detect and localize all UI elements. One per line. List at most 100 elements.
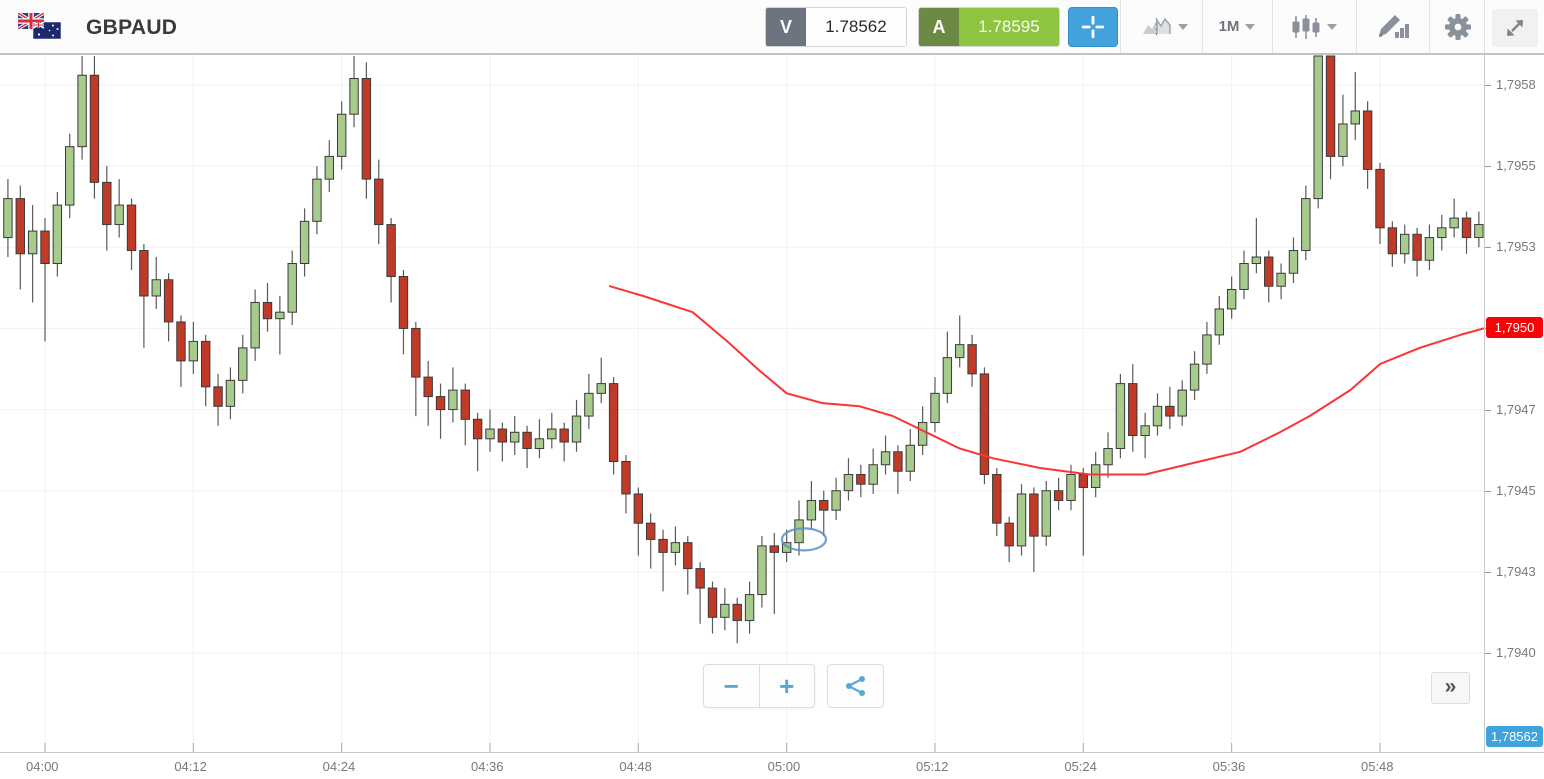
- candle-down: [411, 327, 421, 378]
- y-axis-tick: [1485, 490, 1491, 492]
- x-axis-label: 04:24: [322, 759, 356, 774]
- candle-up: [831, 490, 841, 511]
- candle-up: [1214, 308, 1224, 336]
- candle-up: [299, 220, 310, 265]
- candle-down: [15, 198, 25, 255]
- candle-down: [1165, 405, 1175, 417]
- chart-type-dropdown[interactable]: [1280, 0, 1348, 53]
- candle-up: [905, 444, 915, 472]
- candle-down: [893, 451, 903, 472]
- candle-down: [361, 78, 372, 180]
- share-button[interactable]: [827, 664, 884, 708]
- candle-up: [547, 428, 557, 440]
- y-axis-label: 1,7943: [1496, 563, 1536, 579]
- candle-down: [213, 386, 223, 407]
- candle-up: [1041, 490, 1051, 537]
- y-axis-tick: [1485, 571, 1491, 573]
- candle-up: [324, 155, 335, 180]
- candle-up: [448, 389, 458, 411]
- candle-up: [287, 263, 297, 313]
- candle-up: [584, 392, 594, 417]
- settings-button[interactable]: [1434, 0, 1482, 53]
- candle-down: [1078, 473, 1089, 488]
- toolbar-divider: [1202, 0, 1203, 53]
- candle-up: [534, 438, 545, 450]
- zoom-in-button[interactable]: +: [779, 671, 795, 701]
- zoom-out-button[interactable]: −: [723, 671, 739, 701]
- candle-up: [1202, 334, 1212, 365]
- chevron-down-icon: [1178, 23, 1188, 30]
- buy-tag: A: [919, 8, 959, 46]
- collapse-panel-button[interactable]: »: [1431, 672, 1470, 704]
- x-axis-label: 05:00: [767, 759, 801, 774]
- candle-up: [1226, 288, 1237, 310]
- candle-down: [1264, 256, 1274, 287]
- y-axis-tick: [1485, 247, 1491, 249]
- time-axis[interactable]: 04:00 04:12 04:24 04:36 04:48 05:00 05:12 05:24…: [0, 752, 1544, 779]
- candlestick-chart[interactable]: [0, 55, 1484, 752]
- candle-up: [151, 279, 161, 297]
- buy-price-button[interactable]: A 1.78595: [918, 7, 1060, 47]
- candle-up: [1066, 473, 1076, 501]
- candle-down: [522, 431, 532, 450]
- draw-tools-button[interactable]: [1362, 0, 1424, 53]
- candle-down: [1362, 110, 1373, 170]
- candle-up: [1400, 233, 1410, 255]
- compare-charts-icon: [1143, 17, 1171, 36]
- candle-down: [1375, 168, 1385, 229]
- candle-up: [1301, 198, 1311, 252]
- candle-up: [868, 464, 878, 485]
- crosshair-button[interactable]: [1068, 7, 1118, 47]
- symbol-title: GBPAUD: [86, 16, 178, 39]
- candle-down: [1053, 490, 1064, 501]
- candle-down: [472, 418, 483, 440]
- candle-down: [1029, 493, 1039, 537]
- candle-down: [633, 493, 644, 524]
- candle-up: [52, 204, 63, 265]
- candle-down: [435, 396, 446, 411]
- candle-up: [349, 78, 359, 115]
- ellipse-annotation[interactable]: [780, 527, 828, 552]
- x-axis-label: 05:12: [915, 759, 949, 774]
- candle-down: [398, 275, 409, 329]
- candle-down: [1004, 522, 1014, 547]
- candle-up: [744, 594, 755, 622]
- candle-down: [163, 279, 174, 323]
- compare-charts-dropdown[interactable]: [1128, 0, 1202, 53]
- buy-value: 1.78595: [959, 8, 1059, 46]
- candle-up: [238, 347, 248, 381]
- timeframe-dropdown[interactable]: 1M: [1208, 0, 1266, 53]
- candle-up: [1313, 55, 1323, 200]
- toolbar-divider: [1356, 0, 1357, 53]
- candle-up: [510, 431, 520, 443]
- x-axis-label: 04:36: [470, 759, 504, 774]
- price-axis[interactable]: 1,7950 1,78562 1,79581,79551,79531,79501…: [1484, 55, 1544, 752]
- candle-up: [336, 113, 347, 157]
- candle-down: [658, 538, 668, 553]
- fullscreen-button[interactable]: [1492, 9, 1538, 47]
- candle-up: [843, 473, 854, 492]
- candle-down: [695, 568, 705, 589]
- crosshair-icon: [1081, 15, 1105, 39]
- candle-down: [1325, 55, 1336, 157]
- x-axis-label: 05:24: [1064, 759, 1097, 774]
- candle-up: [1177, 389, 1187, 417]
- candle-up: [1090, 464, 1101, 488]
- candle-down: [621, 461, 631, 495]
- candle-down: [645, 522, 656, 540]
- candle-down: [386, 224, 396, 277]
- x-axis-label: 04:00: [26, 759, 59, 774]
- candle-down: [683, 542, 693, 570]
- candle-down: [1412, 233, 1422, 261]
- candle-down: [423, 376, 433, 398]
- x-axis-label: 05:36: [1212, 759, 1246, 774]
- candle-down: [608, 383, 619, 463]
- candle-down: [139, 250, 149, 297]
- timeframe-label: 1M: [1218, 18, 1240, 35]
- candle-up: [880, 451, 891, 466]
- candle-up: [794, 519, 804, 544]
- australia-flag-icon: [33, 22, 61, 39]
- sell-price-button[interactable]: V 1.78562: [765, 7, 907, 47]
- draw-tools-icon: [1379, 14, 1409, 38]
